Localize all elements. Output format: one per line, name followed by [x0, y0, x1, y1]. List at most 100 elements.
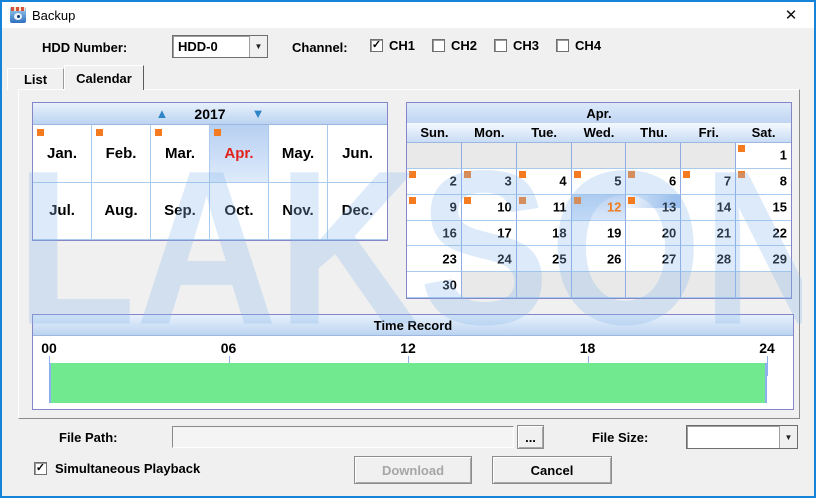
day-cell-20[interactable]: 20 [626, 220, 682, 247]
day-cell-empty [681, 143, 737, 169]
browse-button[interactable]: ... [517, 425, 544, 449]
month-cell-jun[interactable]: Jun. [328, 125, 387, 183]
day-number: 9 [449, 199, 457, 215]
day-cell-15[interactable]: 15 [736, 194, 791, 221]
day-cell-5[interactable]: 5 [571, 168, 627, 195]
day-cell-21[interactable]: 21 [681, 220, 737, 247]
day-cell-3[interactable]: 3 [461, 168, 517, 195]
day-number: 25 [552, 251, 567, 267]
time-record-panel: Time Record 00 06 12 18 24 [32, 314, 794, 410]
day-cell-29[interactable]: 29 [736, 246, 791, 273]
month-cell-label: Jul. [49, 202, 75, 220]
time-scale[interactable]: 00 06 12 18 24 [41, 336, 775, 409]
day-number: 4 [559, 173, 567, 189]
checkbox-icon[interactable] [432, 39, 446, 52]
recorded-time-bar[interactable] [49, 363, 767, 403]
day-cell-27[interactable]: 27 [626, 246, 682, 273]
month-cell-label: Dec. [341, 202, 374, 220]
day-number: 27 [661, 251, 677, 267]
tab-list[interactable]: List [7, 68, 64, 90]
day-cell-16[interactable]: 16 [407, 220, 462, 247]
close-icon[interactable]: ✕ [784, 7, 798, 24]
month-cell-label: Nov. [282, 202, 314, 220]
channel-ch3[interactable]: CH3 [494, 38, 539, 53]
day-cell-30[interactable]: 30 [407, 272, 462, 298]
day-cell-24[interactable]: 24 [461, 246, 517, 273]
day-number: 7 [723, 173, 732, 189]
month-cell-aug[interactable]: Aug. [92, 182, 151, 240]
day-cell-11[interactable]: 11 [516, 194, 572, 221]
file-size-dropdown-arrow-icon[interactable]: ▼ [779, 426, 797, 448]
file-size-select[interactable]: ▼ [686, 425, 798, 449]
channel-ch2[interactable]: CH2 [432, 38, 477, 53]
month-cell-mar[interactable]: Mar. [151, 125, 210, 183]
month-cell-may[interactable]: May. [269, 125, 328, 183]
day-cell-18[interactable]: 18 [516, 220, 572, 247]
hdd-dropdown-arrow-icon[interactable]: ▼ [249, 36, 267, 57]
day-number: 11 [552, 199, 567, 215]
checkbox-icon[interactable] [494, 39, 508, 52]
month-cell-jan[interactable]: Jan. [33, 125, 92, 183]
month-calendar: ▲ 2017 ▼ Jan. Feb. Mar. Apr. May. Jun. Jul. Aug… [32, 102, 388, 241]
year-up-icon[interactable]: ▲ [155, 106, 169, 121]
month-cell-feb[interactable]: Feb. [92, 125, 151, 183]
year-down-icon[interactable]: ▼ [251, 106, 265, 121]
day-cell-empty [571, 143, 627, 169]
day-cell-1[interactable]: 1 [736, 143, 791, 169]
day-cell-19[interactable]: 19 [571, 220, 627, 247]
day-number: 26 [606, 251, 622, 267]
time-record-timeline: 00 06 12 18 24 [33, 336, 793, 409]
file-path-input[interactable] [172, 426, 514, 448]
day-cell-12[interactable]: 12 [571, 194, 627, 221]
day-number: 16 [442, 225, 457, 241]
day-number: 21 [716, 225, 732, 241]
day-cell-28[interactable]: 28 [681, 246, 737, 273]
month-cell-nov[interactable]: Nov. [269, 182, 328, 240]
month-cell-jul[interactable]: Jul. [33, 182, 92, 240]
day-number: 2 [449, 173, 457, 189]
month-cell-apr[interactable]: Apr. [210, 125, 269, 183]
checkbox-icon[interactable] [556, 39, 570, 52]
day-cell-22[interactable]: 22 [736, 220, 791, 247]
cancel-button[interactable]: Cancel [492, 456, 612, 484]
hdd-number-select[interactable]: HDD-0 ▼ [172, 35, 268, 58]
month-cell-dec[interactable]: Dec. [328, 182, 387, 240]
day-cell-25[interactable]: 25 [516, 246, 572, 273]
window-title: Backup [32, 8, 76, 23]
day-name-row: Sun. Mon. Tue. Wed. Thu. Fri. Sat. [407, 123, 791, 143]
day-cell-9[interactable]: 9 [407, 194, 462, 221]
hdd-number-value: HDD-0 [178, 39, 218, 54]
file-size-label: File Size: [592, 430, 649, 445]
day-grid: 1 2 3 4 5 6 7 8 9 10 11 12 13 14 15 16 17 18 19 20 21 22 23 24 2… [407, 143, 791, 298]
day-cell-26[interactable]: 26 [571, 246, 627, 273]
checkbox-icon[interactable]: ✓ [370, 39, 383, 52]
month-cell-sep[interactable]: Sep. [151, 182, 210, 240]
day-number: 22 [772, 225, 787, 241]
day-cell-7[interactable]: 7 [681, 168, 737, 195]
channel-ch4[interactable]: CH4 [556, 38, 601, 53]
day-cell-2[interactable]: 2 [407, 168, 462, 195]
day-cell-14[interactable]: 14 [681, 194, 737, 221]
day-cell-6[interactable]: 6 [626, 168, 682, 195]
simultaneous-playback-checkbox[interactable]: ✓ Simultaneous Playback [34, 461, 200, 476]
day-number: 19 [606, 225, 622, 241]
day-cell-8[interactable]: 8 [736, 168, 791, 195]
month-cell-oct[interactable]: Oct. [210, 182, 269, 240]
day-cell-13[interactable]: 13 [626, 194, 682, 221]
tab-calendar[interactable]: Calendar [64, 65, 144, 90]
channel-ch1[interactable]: ✓ CH1 [370, 38, 415, 53]
record-marker-icon [628, 170, 636, 178]
day-cell-empty [516, 143, 572, 169]
day-cell-empty [516, 272, 572, 298]
record-marker-icon [738, 145, 746, 152]
day-cell-4[interactable]: 4 [516, 168, 572, 195]
month-cell-label: Jun. [342, 144, 373, 162]
day-cell-10[interactable]: 10 [461, 194, 517, 221]
download-button[interactable]: Download [354, 456, 472, 484]
day-cell-23[interactable]: 23 [407, 246, 462, 273]
day-cell-17[interactable]: 17 [461, 220, 517, 247]
record-marker-icon [738, 170, 746, 178]
checkbox-icon[interactable]: ✓ [34, 462, 47, 475]
day-cell-empty [461, 272, 517, 298]
